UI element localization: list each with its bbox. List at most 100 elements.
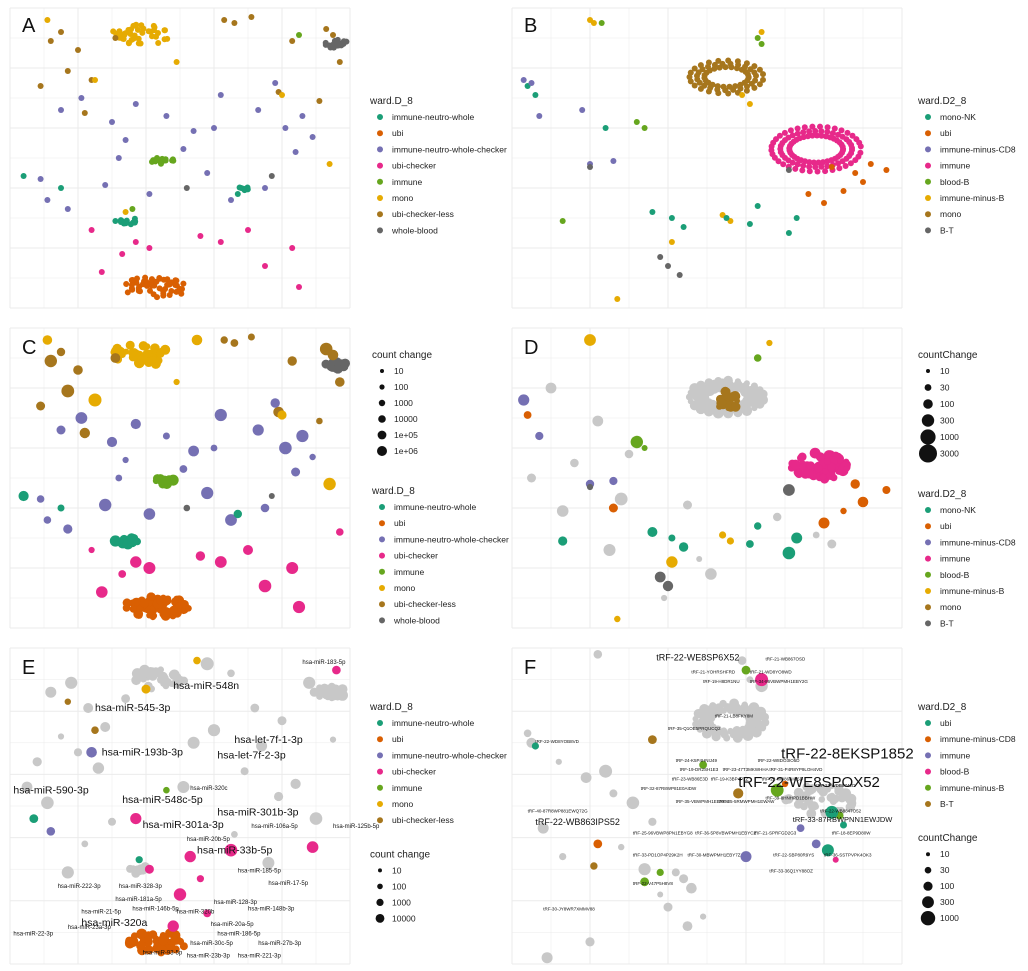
scatter-point (92, 77, 98, 83)
scatter-point (590, 20, 597, 26)
scatter-point (73, 365, 83, 375)
scatter-point (752, 77, 759, 84)
scatter-point (195, 551, 206, 561)
point-label: tRF-35-Q1OB5PRQUCQ2 (668, 726, 721, 731)
scatter-point (136, 864, 146, 875)
scatter-point (683, 500, 692, 510)
legend-label-ubi-checker: ubi-checker (392, 767, 436, 777)
scatter-point (156, 597, 164, 605)
scatter-point (824, 163, 831, 170)
scatter-point (329, 736, 337, 743)
scatter-point (657, 891, 664, 898)
scatter-point (154, 294, 160, 301)
panel-a-grid (9, 7, 351, 309)
scatter-point (760, 71, 766, 78)
scatter-point (42, 335, 53, 345)
scatter-point (125, 340, 135, 350)
legend-label-whole-blood: whole-blood (393, 615, 440, 625)
scatter-point (696, 726, 704, 733)
point-label: hsa-miR-320c (190, 786, 227, 792)
legend-key-immune (379, 568, 385, 575)
scatter-point (291, 467, 301, 477)
scatter-point (164, 276, 171, 283)
panel-a-points (20, 14, 350, 301)
scatter-point (332, 665, 341, 675)
legend-key-ubi-checker-less (379, 601, 385, 608)
scatter-point (296, 32, 302, 38)
scatter-point (809, 447, 821, 459)
scatter-point (161, 607, 171, 617)
scatter-point (800, 469, 811, 479)
scatter-point (255, 107, 262, 113)
scatter-point (719, 531, 727, 539)
legend-label-immune: immune (940, 750, 971, 760)
scatter-point (46, 827, 56, 836)
scatter-point (883, 167, 890, 173)
scatter-point (531, 742, 540, 750)
scatter-point (796, 824, 805, 832)
scatter-point (746, 101, 753, 107)
scatter-point (279, 92, 285, 98)
point-label: tRF-36-5P8VBWPMH1EBYCZ (695, 830, 756, 835)
scatter-point (850, 479, 860, 489)
scatter-point (661, 594, 668, 602)
scatter-point (141, 684, 151, 694)
legend-key-immune-minus-b (925, 195, 931, 201)
scatter-point (746, 676, 754, 683)
legend-label-ubi: ubi (394, 518, 405, 528)
scatter-point (309, 453, 316, 461)
scatter-point (844, 129, 851, 136)
legend-label-immune-minus-cd8: immune-minus-CD8 (940, 537, 1016, 547)
scatter-point (32, 757, 42, 767)
legend-key-immune-minus-cd8 (925, 539, 931, 546)
scatter-point (882, 486, 891, 494)
scatter-point (697, 85, 704, 92)
size-legend-label: 300 (940, 416, 954, 426)
scatter-point (523, 411, 532, 419)
scatter-point (177, 781, 190, 793)
scatter-point (319, 342, 333, 356)
scatter-point (812, 128, 819, 134)
scatter-point (775, 158, 782, 165)
size-legend-title: countChange (918, 350, 978, 361)
scatter-point (64, 206, 71, 212)
scatter-point (705, 88, 712, 95)
scatter-point (240, 767, 249, 776)
point-label: tRF-30-MBWPMH1EBY7Z (688, 853, 741, 858)
legend-key-ubi (925, 130, 931, 137)
legend-key-blood-b (925, 178, 931, 185)
scatter-point (258, 579, 272, 593)
scatter-point (838, 127, 845, 134)
scatter-point (339, 39, 346, 46)
point-label: hsa-miR-548c-5p (122, 794, 203, 806)
point-label: tRF-32-87R8WP81E0AIDW (641, 786, 697, 791)
scatter-point (793, 215, 800, 221)
point-label: hsa-miR-93-5p (143, 951, 183, 957)
scatter-point (316, 417, 323, 425)
scatter-point (277, 410, 287, 420)
scatter-point (586, 483, 594, 491)
scatter-point (36, 495, 45, 503)
point-label: hsa-miR-30c-5p (190, 941, 233, 947)
legend-key-immune (377, 784, 383, 791)
size-legend-label: 1000 (940, 432, 959, 442)
scatter-point (857, 496, 869, 508)
scatter-point (286, 562, 299, 574)
scatter-point (745, 719, 756, 729)
scatter-point (292, 600, 306, 614)
legend-key-mono-nk (925, 114, 931, 120)
scatter-point (812, 531, 820, 539)
size-legend-key (378, 868, 382, 873)
scatter-point (247, 333, 255, 341)
point-label: tRF-22-SBP80R9YS (773, 853, 814, 858)
scatter-point (179, 465, 188, 473)
scatter-point (131, 675, 142, 686)
panel-e-grid (9, 647, 351, 965)
scatter-point (260, 503, 270, 513)
legend-key-mono (377, 801, 383, 807)
legend-key-ubi-checker-less (377, 817, 383, 824)
scatter-point (147, 592, 156, 601)
panel-d-points (518, 334, 891, 623)
scatter-point (648, 817, 657, 826)
scatter-point (233, 509, 242, 519)
